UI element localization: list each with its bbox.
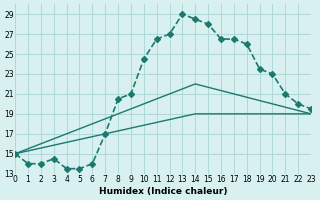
X-axis label: Humidex (Indice chaleur): Humidex (Indice chaleur) <box>99 187 227 196</box>
